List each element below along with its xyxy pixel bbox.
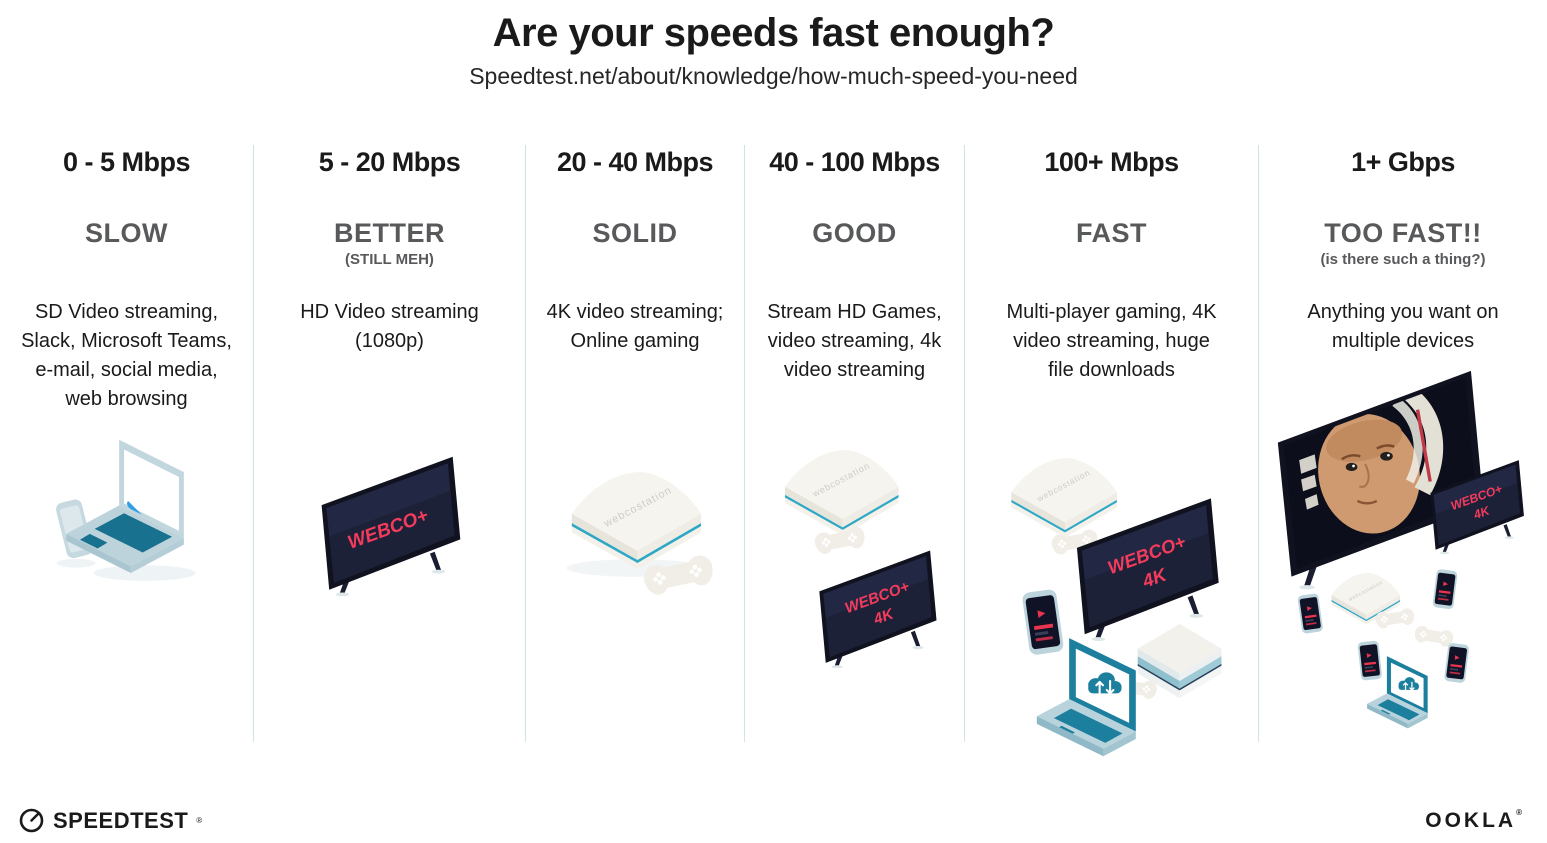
tier-column-1-plus-gbps: 1+ Gbps TOO FAST!! (is there such a thin… [1259, 145, 1547, 742]
speed-tier-heading: 100+ Mbps [1044, 147, 1179, 177]
page-title: Are your speeds fast enough? [492, 11, 1055, 55]
page-header: Are your speeds fast enough? Speedtest.n… [0, 10, 1547, 90]
console-icon: webcostation [1331, 573, 1401, 625]
rating-subnote: (STILL MEH) [345, 251, 434, 268]
video-phone-icon [1432, 568, 1458, 610]
rating-subnote [965, 251, 1258, 269]
console-and-4k-tv-illustration: webcostation WEBCO+ 4K [784, 450, 937, 669]
laptop-icon [65, 439, 184, 574]
console-icon: webcostation [571, 472, 702, 570]
video-phone-icon [1357, 640, 1383, 681]
tier-column-20-40-mbps: 20 - 40 Mbps SOLID 4K video streaming; O… [526, 145, 745, 742]
tv-4k-text: 4K [870, 605, 896, 628]
speedtest-logo: SPEEDTEST ® [18, 807, 202, 834]
tv-4k-icon: WEBCO+ 4K [1430, 460, 1524, 555]
slim-console-icon [1137, 623, 1221, 699]
speed-tier-heading: 1+ Gbps [1351, 147, 1455, 177]
speed-tier-heading: 20 - 40 Mbps [556, 147, 714, 177]
tier-description: 4K video streaming; Online gaming [546, 301, 724, 352]
speed-tier-heading: 0 - 5 Mbps [62, 147, 191, 177]
tier-description: HD Video streaming (1080p) [300, 301, 479, 352]
speed-tier-heading: 40 - 100 Mbps [769, 147, 940, 177]
rating-subnote [526, 251, 744, 269]
source-url: Speedtest.net/about/knowledge/how-much-s… [469, 63, 1078, 89]
astronaut-face-image [1299, 384, 1444, 534]
rating-label: TOO FAST!! [1324, 218, 1482, 248]
tv-4k-text: 4K [1471, 503, 1492, 522]
rating-subnote: (is there such a thing?) [1320, 251, 1486, 268]
multi-device-illustration: webcostation WEBCO+ 4K [1010, 458, 1221, 758]
laptop-chat-illustration [55, 439, 196, 581]
video-phone-icon [1297, 593, 1324, 635]
large-movie-tv-icon [1277, 370, 1484, 590]
tier-description: Anything you want on multiple devices [1307, 301, 1499, 352]
tier-column-5-20-mbps: 5 - 20 Mbps BETTER (STILL MEH) HD Video … [254, 145, 526, 742]
tv-4k-icon: WEBCO+ 4K [1076, 498, 1219, 642]
tv-icon: WEBCO+ [321, 456, 460, 597]
hd-tv-illustration: WEBCO+ [321, 456, 460, 597]
ookla-trademark: ® [1516, 808, 1525, 817]
video-phone-icon [1443, 642, 1470, 684]
controller-icon [1413, 624, 1455, 649]
rating-label: BETTER [334, 218, 445, 248]
rating-label: GOOD [812, 218, 897, 248]
speed-tier-heading: 5 - 20 Mbps [318, 147, 461, 177]
console-icon: webcostation [1010, 458, 1117, 538]
console-icon: webcostation [784, 450, 899, 536]
speedtest-gauge-icon [19, 808, 44, 833]
rating-subnote [745, 251, 964, 269]
laptop-cloud-icon [1035, 637, 1137, 758]
tier-description: Multi-player gaming, 4K video streaming,… [1006, 301, 1217, 381]
rating-label: SLOW [85, 218, 168, 248]
speed-tier-grid: 0 - 5 Mbps SLOW SD Video streaming, Slac… [0, 145, 1547, 758]
speedtest-wordmark: SPEEDTEST [53, 807, 189, 833]
tier-description: SD Video streaming, Slack, Microsoft Tea… [21, 301, 232, 410]
video-phone-icon [1021, 588, 1064, 656]
ookla-wordmark: OOKLA [1425, 809, 1517, 832]
tier-column-40-100-mbps: 40 - 100 Mbps GOOD Stream HD Games, vide… [745, 145, 965, 742]
everything-illustration: WEBCO+ 4K webcostation [1277, 370, 1524, 729]
tier-column-0-5-mbps: 0 - 5 Mbps SLOW SD Video streaming, Slac… [0, 145, 254, 742]
ookla-logo: OOKLA® [1425, 809, 1525, 833]
rating-label: FAST [1075, 218, 1147, 248]
rating-subnote [0, 251, 253, 269]
tier-column-100-plus-mbps: 100+ Mbps FAST Multi-player gaming, 4K v… [965, 145, 1259, 758]
tier-description: Stream HD Games, video streaming, 4k vid… [767, 301, 942, 381]
rating-label: SOLID [592, 218, 678, 248]
footer: SPEEDTEST ® OOKLA® [0, 797, 1547, 843]
tv-4k-icon: WEBCO+ 4K [818, 550, 937, 669]
speedtest-trademark: ® [196, 815, 203, 825]
game-console-illustration: webcostation [566, 472, 716, 598]
